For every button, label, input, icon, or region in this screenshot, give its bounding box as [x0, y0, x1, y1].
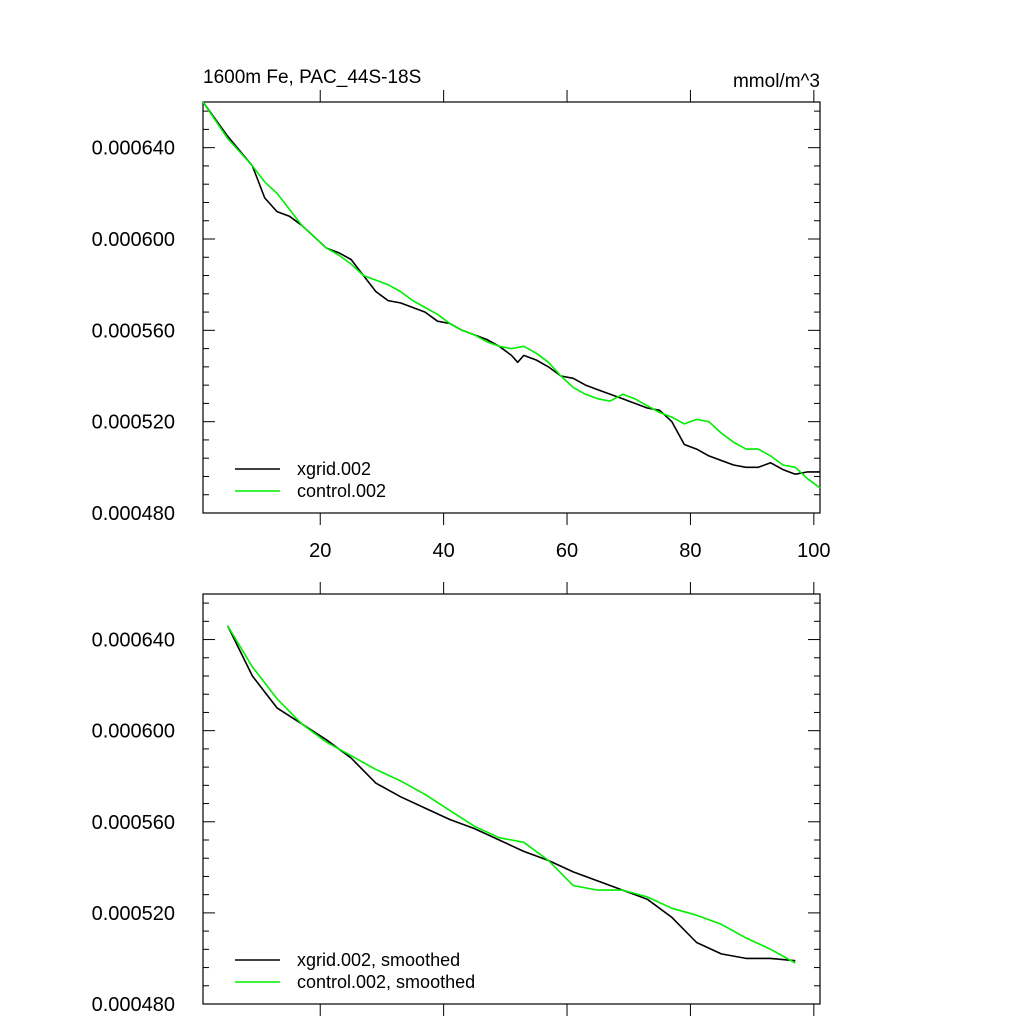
- y-tick-label: 0.000560: [92, 320, 175, 342]
- y-tick-label: 0.000560: [92, 812, 175, 834]
- legend-label: control.002, smoothed: [297, 972, 475, 992]
- legend-label: control.002: [297, 481, 386, 501]
- x-tick-label: 40: [433, 540, 455, 562]
- bottom-panel: 0.000480 0.000520 0.000560 0.000600 0.000640…: [92, 582, 821, 1016]
- chart-title: 1600m Fe, PAC_44S-18S: [203, 67, 421, 88]
- plot-frame: [202, 593, 821, 1005]
- x-tick-label: 80: [679, 540, 701, 562]
- y-tick-label: 0.000600: [92, 229, 175, 251]
- x-tick-label: 60: [556, 540, 578, 562]
- top-panel: 0.000480 0.000520 0.000560 0.000600 0.000640…: [92, 90, 831, 562]
- x-tick-label: 100: [797, 540, 830, 562]
- units-label: mmol/m^3: [733, 71, 820, 92]
- y-tick-label: 0.000640: [92, 138, 175, 160]
- x-tick-label: 20: [309, 540, 331, 562]
- y-tick-label: 0.000520: [92, 412, 175, 434]
- series-line-control: [227, 625, 796, 964]
- y-tick-label: 0.000600: [92, 721, 175, 743]
- series-line-xgrid: [226, 625, 796, 962]
- y-tick-label: 0.000480: [92, 994, 175, 1016]
- series-line-control: [202, 101, 821, 489]
- y-tick-label: 0.000640: [92, 630, 175, 652]
- y-tick-label: 0.000480: [92, 503, 175, 525]
- legend-label: xgrid.002: [297, 459, 371, 479]
- plot-frame: [202, 101, 821, 514]
- series-line-xgrid: [202, 101, 820, 476]
- legend-label: xgrid.002, smoothed: [297, 950, 460, 970]
- y-tick-label: 0.000520: [92, 903, 175, 925]
